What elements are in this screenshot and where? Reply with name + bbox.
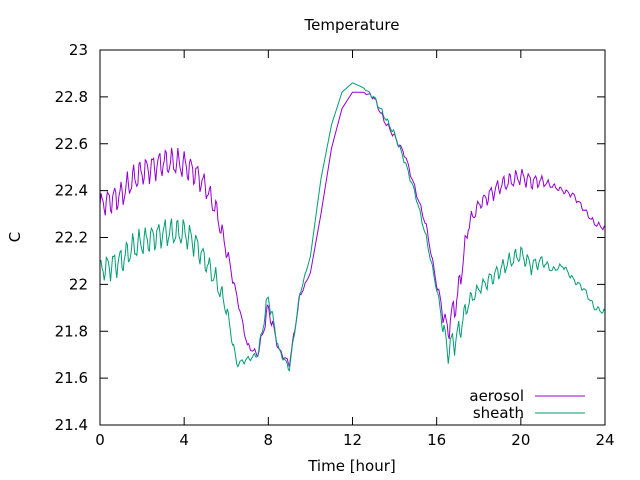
x-axis-label: Time [hour] xyxy=(307,457,396,475)
y-tick-label: 22.2 xyxy=(55,229,88,247)
x-tick-label: 4 xyxy=(179,431,189,449)
x-tick-label: 0 xyxy=(95,431,105,449)
y-tick-label: 22.6 xyxy=(55,135,88,153)
y-tick-label: 21.4 xyxy=(55,416,88,434)
y-tick-label: 21.6 xyxy=(55,369,88,387)
series-line-sheath xyxy=(99,82,606,372)
x-tick-label: 20 xyxy=(511,431,530,449)
y-tick-label: 22.8 xyxy=(55,88,88,106)
axis-ticks: 21.4 21.6 21.8 22 22.2 22.4 22.6 22.8 23 0 4 8 12 16 2… xyxy=(55,41,615,449)
x-tick-label: 8 xyxy=(264,431,274,449)
x-tick-label: 12 xyxy=(343,431,362,449)
y-tick-label: 21.8 xyxy=(55,322,88,340)
y-axis-label: C xyxy=(6,232,24,242)
x-tick-label: 16 xyxy=(427,431,446,449)
plot-lines xyxy=(99,82,606,372)
legend-label-sheath: sheath xyxy=(473,404,524,422)
chart-title: Temperature xyxy=(303,16,399,34)
y-tick-label: 22.4 xyxy=(55,182,88,200)
x-tick-label: 24 xyxy=(595,431,614,449)
legend-label-aerosol: aerosol xyxy=(469,387,524,405)
y-tick-label: 23 xyxy=(69,41,88,59)
series-line-aerosol xyxy=(99,91,606,367)
y-tick-label: 22 xyxy=(69,275,88,293)
plot-frame xyxy=(99,49,606,426)
